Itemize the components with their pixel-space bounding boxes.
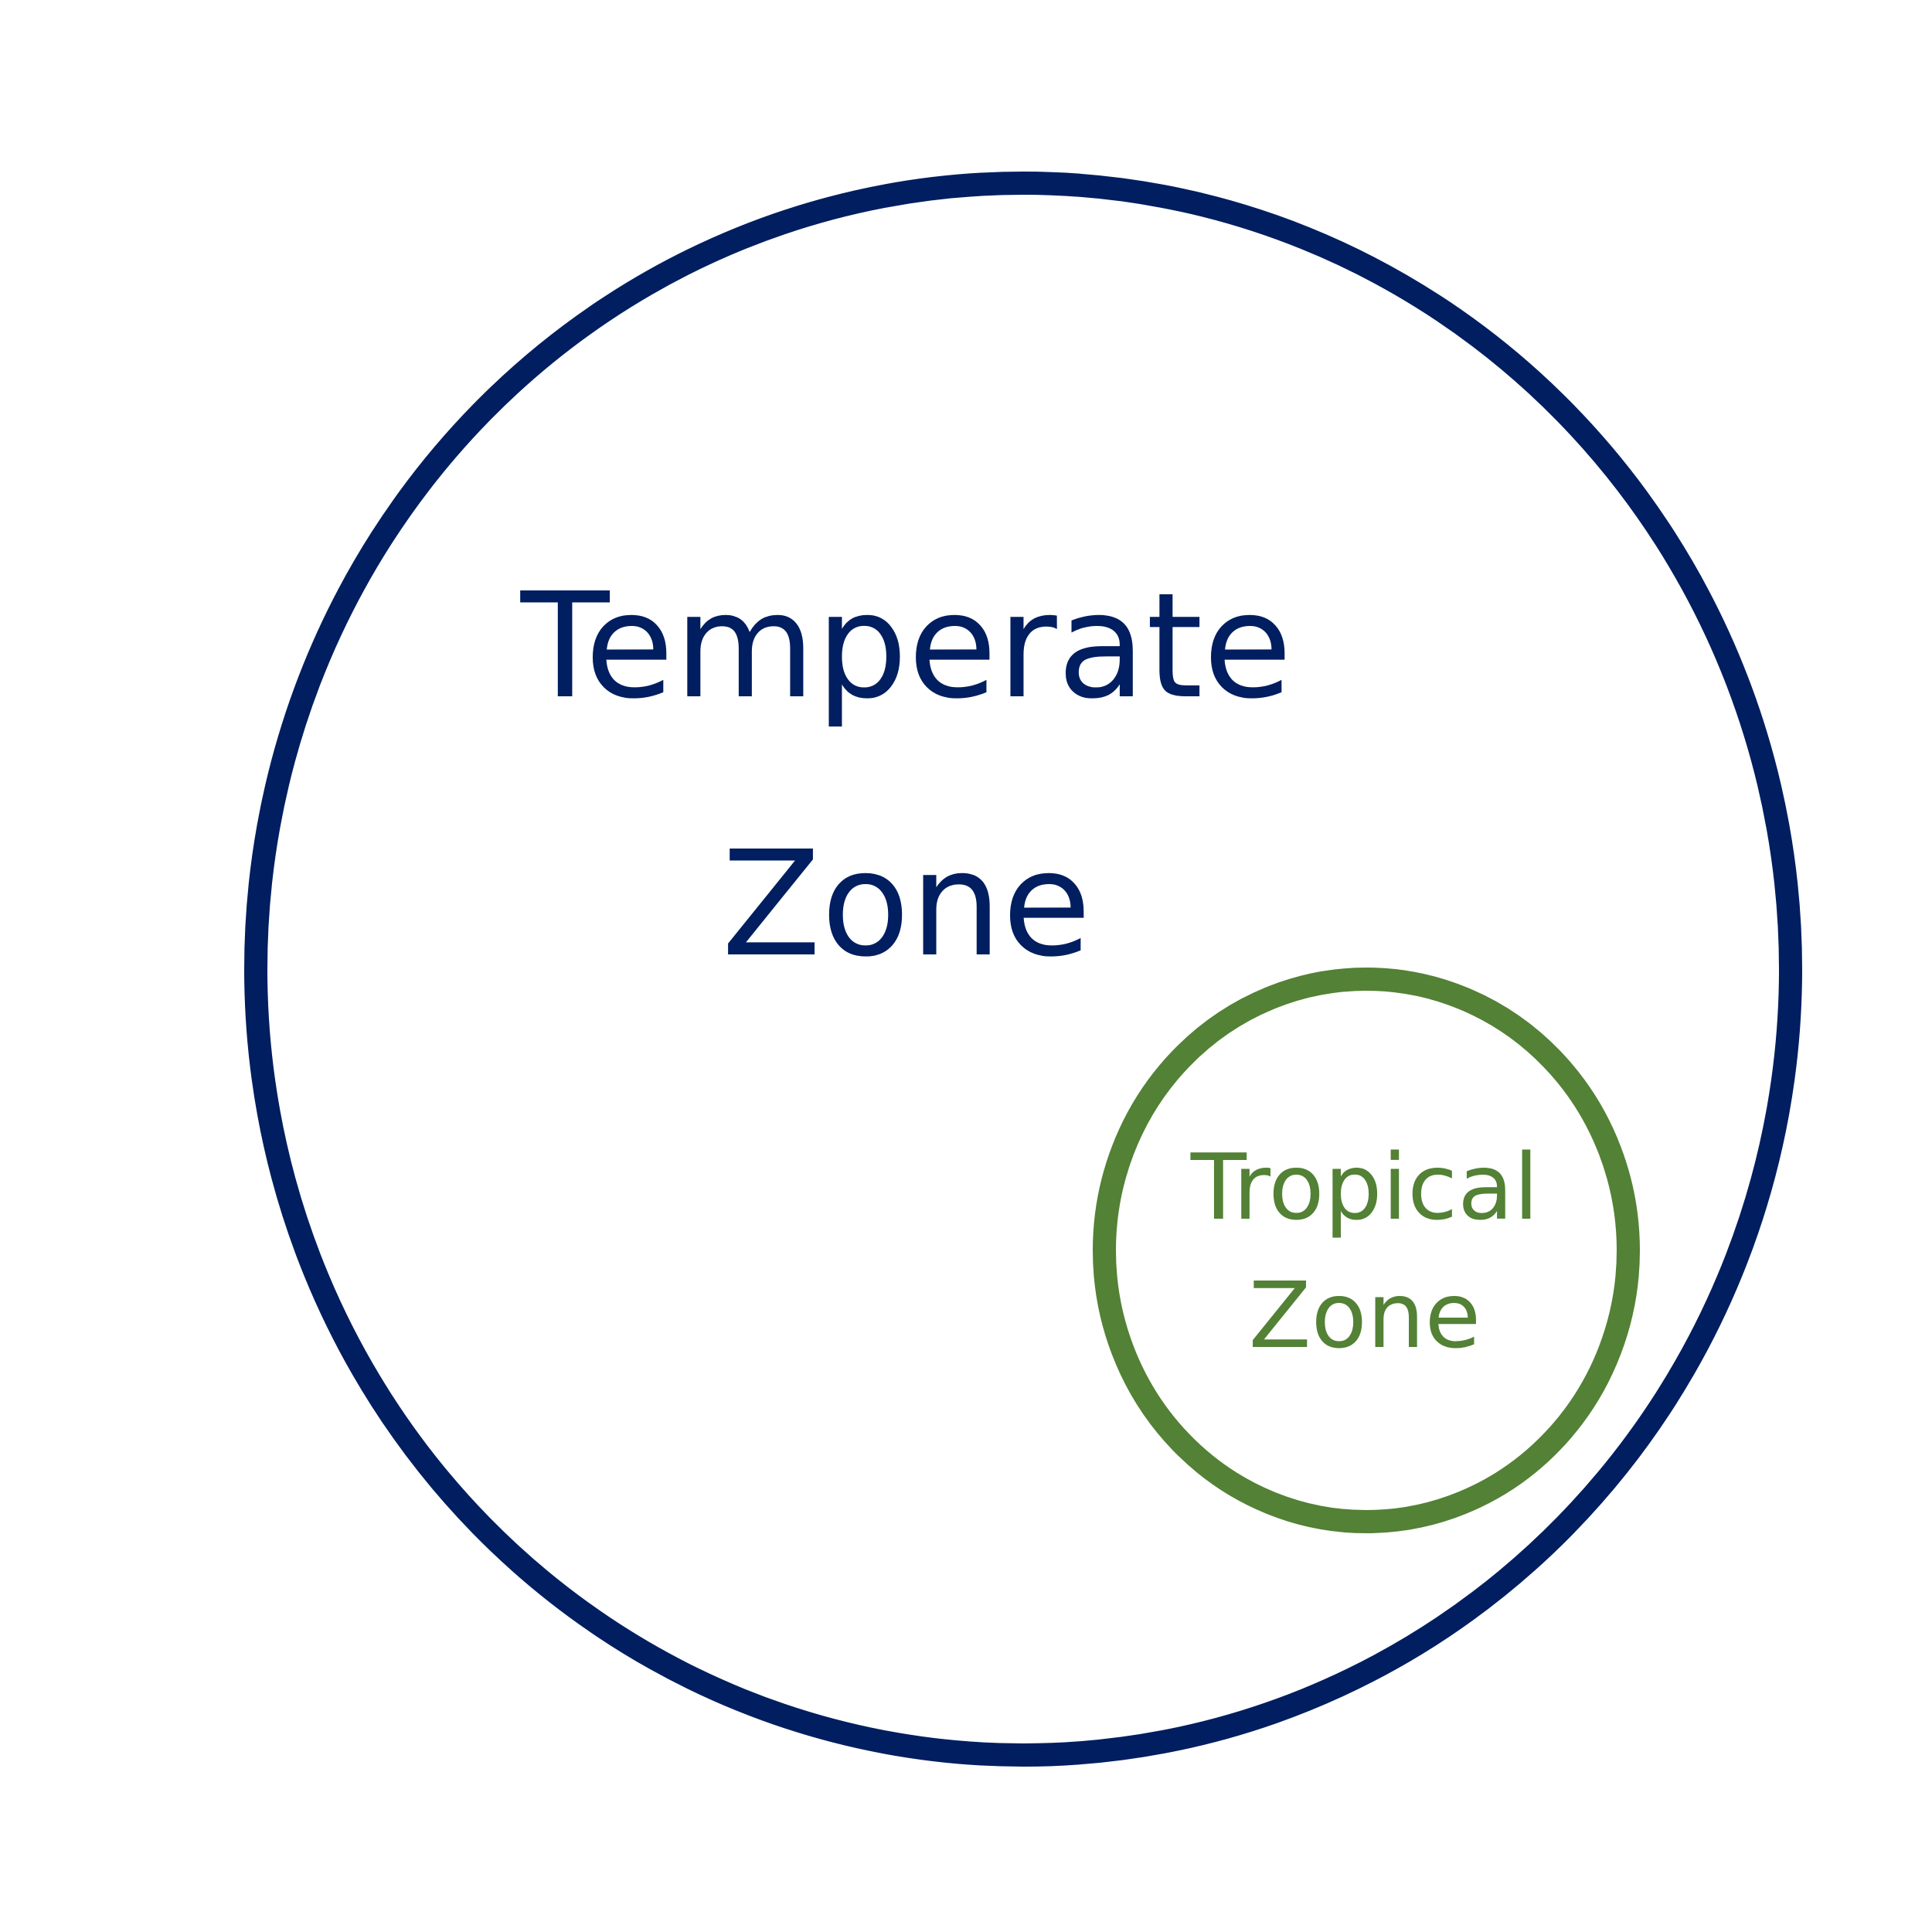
tropical-zone-circle (1093, 968, 1640, 1533)
temperate-zone-label-line1: Temperate (520, 562, 1293, 731)
tropical-zone-label-line2: Zone (1249, 1262, 1481, 1369)
temperate-zone-label-line2: Zone (722, 820, 1092, 989)
temperate-zone-circle (244, 172, 1802, 1767)
tropical-zone-label-line1: Tropical (1190, 1134, 1539, 1240)
